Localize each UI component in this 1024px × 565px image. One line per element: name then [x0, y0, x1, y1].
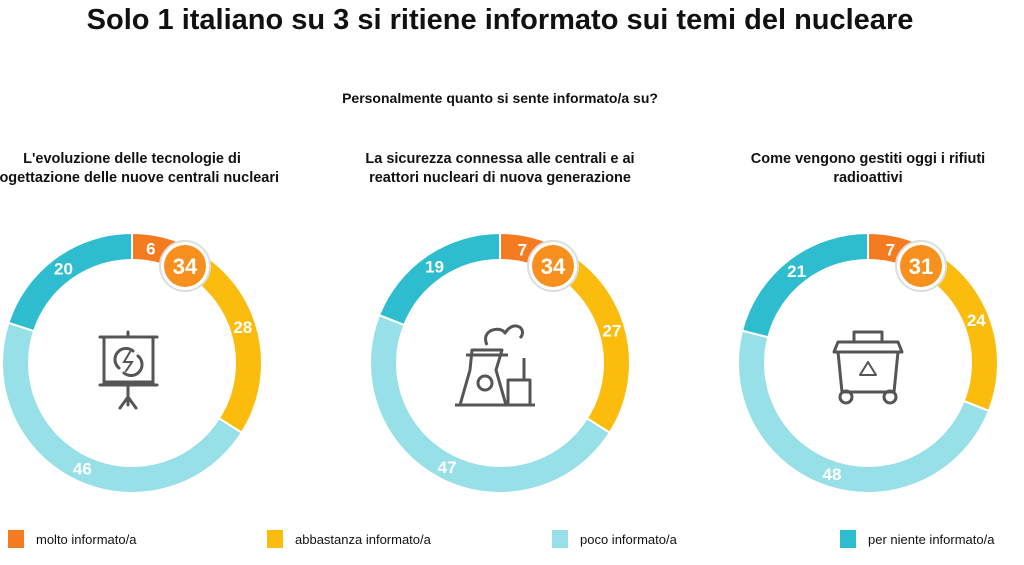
chart-title-3: Come vengono gestiti oggi i rifiuti radi…: [750, 151, 986, 186]
data-label: 19: [425, 258, 444, 277]
chart-title-2: La sicurezza connessa alle centrali e ai…: [365, 151, 635, 186]
data-label: 28: [233, 318, 252, 337]
data-label: 7: [518, 240, 527, 259]
legend-label: molto informato/a: [36, 531, 137, 547]
data-label: 48: [823, 465, 842, 484]
donut-segment: [168, 240, 263, 435]
donut-segment: [7, 231, 133, 333]
question-subtitle: Personalmente quanto si sente informato/…: [342, 90, 658, 106]
donut-segment: [910, 244, 999, 413]
legend-label: poco informato/a: [580, 531, 677, 547]
legend-label: abbastanza informato/a: [295, 531, 431, 547]
donut-segment: [740, 231, 869, 339]
data-label: 46: [73, 459, 92, 478]
legend-swatch: [552, 530, 568, 548]
nuclear-plant-icon: [455, 324, 535, 407]
donut-segment: [737, 329, 991, 494]
data-label: 47: [438, 458, 457, 477]
donut-segment: [369, 313, 612, 494]
data-label: 24: [967, 311, 986, 330]
highlight-value: 31: [909, 254, 933, 279]
highlight-badge: [164, 245, 206, 287]
recycling-bin-icon: [832, 330, 904, 405]
data-label: 21: [787, 262, 806, 281]
page-title: Solo 1 italiano su 3 si ritiene informat…: [86, 4, 914, 36]
data-label: 6: [146, 240, 155, 259]
data-label: 20: [54, 260, 73, 279]
donut-segment: [542, 244, 631, 435]
highlight-value: 34: [541, 254, 566, 279]
legend-swatch: [8, 530, 24, 548]
highlight-value: 34: [173, 254, 198, 279]
donut-segment: [377, 231, 501, 327]
donut-segment: [1, 321, 244, 494]
legend-swatch: [840, 530, 856, 548]
presentation-board-energy-icon: [98, 330, 159, 410]
highlight-badge: [900, 245, 942, 287]
legend-item-molto: molto informato/a: [8, 530, 136, 548]
legend-label: per niente informato/a: [868, 531, 995, 547]
legend-item-poco: poco informato/a: [552, 530, 677, 548]
data-label: 7: [886, 240, 895, 259]
highlight-badge: [532, 245, 574, 287]
chart-title-1: L'evoluzione delle tecnologie di progett…: [0, 151, 280, 186]
data-label: 27: [602, 321, 621, 340]
legend-item-abbastanza: abbastanza informato/a: [267, 530, 431, 548]
legend-item-per-niente: per niente informato/a: [840, 530, 994, 548]
legend-swatch: [267, 530, 283, 548]
